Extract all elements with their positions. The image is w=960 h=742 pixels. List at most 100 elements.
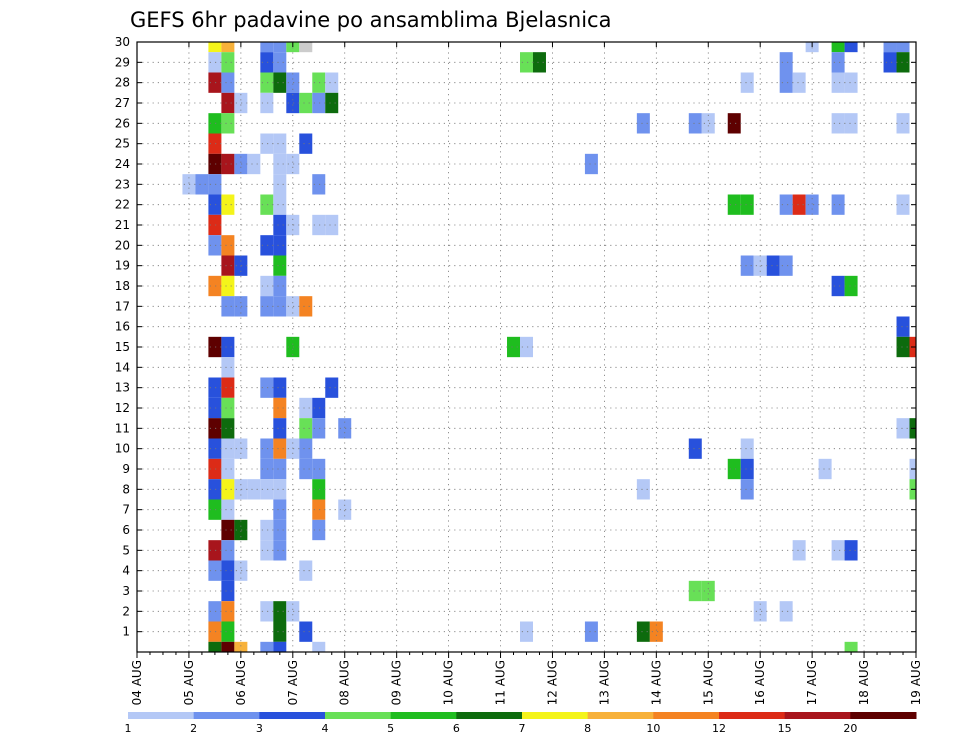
heatmap-cell	[831, 540, 845, 561]
legend-swatch	[128, 712, 195, 719]
heatmap-cell	[312, 479, 326, 500]
legend-label: 15	[778, 722, 792, 735]
heatmap-cells	[182, 42, 916, 652]
heatmap-cell	[260, 92, 274, 114]
heatmap-cell	[260, 540, 274, 561]
heatmap-cell	[247, 479, 261, 500]
heatmap-cell	[273, 438, 287, 459]
heatmap-cell	[221, 194, 235, 215]
heatmap-cell	[312, 458, 326, 480]
heatmap-cell	[299, 92, 313, 114]
heatmap-cell	[273, 479, 287, 500]
heatmap-cell	[208, 479, 222, 500]
heatmap-cell	[260, 479, 274, 500]
heatmap-cell	[221, 397, 235, 419]
heatmap-cell	[208, 52, 222, 73]
x-tick-label: 06 AUG	[234, 660, 248, 705]
heatmap-cell	[221, 479, 235, 500]
x-tick-label: 14 AUG	[649, 660, 663, 705]
heatmap-cell	[260, 601, 274, 622]
heatmap-cell	[221, 519, 235, 541]
heatmap-cell	[260, 296, 274, 317]
legend-swatch	[719, 712, 786, 719]
heatmap-cell	[260, 194, 274, 215]
heatmap-cell	[312, 72, 326, 93]
heatmap-cell	[299, 418, 313, 439]
heatmap-cell	[247, 153, 261, 175]
legend-swatch	[653, 712, 720, 719]
heatmap-cell	[831, 275, 845, 297]
heatmap-cell	[208, 438, 222, 459]
heatmap-cell	[312, 641, 326, 652]
heatmap-cell	[208, 113, 222, 134]
heatmap-cell	[234, 519, 248, 541]
heatmap-cell	[584, 621, 598, 642]
heatmap-cell	[727, 194, 741, 215]
color-legend: 1 2 3 4 5 6 7 8 10 12 15 20	[125, 712, 917, 735]
heatmap-cell	[896, 42, 910, 53]
heatmap-cell	[221, 255, 235, 276]
legend-swatch	[456, 712, 523, 719]
legend-label: 20	[843, 722, 857, 735]
heatmap-cell	[221, 499, 235, 520]
heatmap-cell	[273, 519, 287, 541]
heatmap-cell	[727, 458, 741, 480]
x-tick-label: 12 AUG	[545, 660, 559, 705]
heatmap-cell	[338, 418, 352, 439]
heatmap-cell	[325, 214, 339, 236]
heatmap-cell	[208, 458, 222, 480]
heatmap-cell	[195, 174, 209, 195]
heatmap-cell	[507, 336, 521, 358]
heatmap-cell	[273, 418, 287, 439]
heatmap-cell	[273, 641, 287, 652]
heatmap-cell	[260, 52, 274, 73]
heatmap-cell	[208, 214, 222, 236]
y-tick-label: 20	[115, 238, 130, 252]
heatmap-cell	[312, 519, 326, 541]
heatmap-cell	[221, 275, 235, 297]
y-tick-label: 5	[122, 543, 130, 557]
x-tick-label: 07 AUG	[286, 660, 300, 705]
heatmap-cell	[221, 621, 235, 642]
legend-label: 3	[256, 722, 263, 735]
heatmap-cell	[273, 377, 287, 398]
heatmap-cell	[273, 275, 287, 297]
heatmap-cell	[221, 42, 235, 53]
heatmap-cell	[844, 275, 858, 297]
heatmap-cell	[273, 621, 287, 642]
heatmap-cell	[766, 255, 780, 276]
heatmap-cell	[260, 235, 274, 256]
x-tick-label: 11 AUG	[494, 660, 508, 705]
heatmap-cell	[273, 153, 287, 175]
heatmap-cell	[896, 418, 910, 439]
heatmap-cell	[221, 153, 235, 175]
heatmap-cell	[273, 194, 287, 215]
heatmap-cell	[208, 621, 222, 642]
heatmap-cell	[792, 540, 806, 561]
y-tick-label: 22	[115, 198, 130, 212]
heatmap-cell	[312, 174, 326, 195]
x-tick-label: 10 AUG	[442, 660, 456, 705]
heatmap-cell	[208, 174, 222, 195]
legend-swatch	[325, 712, 392, 719]
heatmap-cell	[286, 92, 300, 114]
heatmap-cell	[844, 540, 858, 561]
heatmap-cell	[844, 72, 858, 93]
y-tick-label: 28	[115, 76, 130, 90]
legend-label: 5	[387, 722, 394, 735]
y-tick-label: 7	[122, 503, 130, 517]
legend-label: 8	[584, 722, 591, 735]
heatmap-cell	[792, 194, 806, 215]
heatmap-cell	[286, 336, 300, 358]
heatmap-cell	[338, 499, 352, 520]
heatmap-cell	[260, 641, 274, 652]
heatmap-cell	[234, 641, 248, 652]
y-tick-label: 17	[115, 299, 130, 313]
x-tick-label: 09 AUG	[390, 660, 404, 705]
heatmap-cell	[727, 113, 741, 134]
heatmap-cell	[286, 296, 300, 317]
heatmap-cell	[221, 580, 235, 602]
heatmap-cell	[688, 438, 702, 459]
heatmap-cell	[221, 296, 235, 317]
heatmap-cell	[883, 52, 897, 73]
